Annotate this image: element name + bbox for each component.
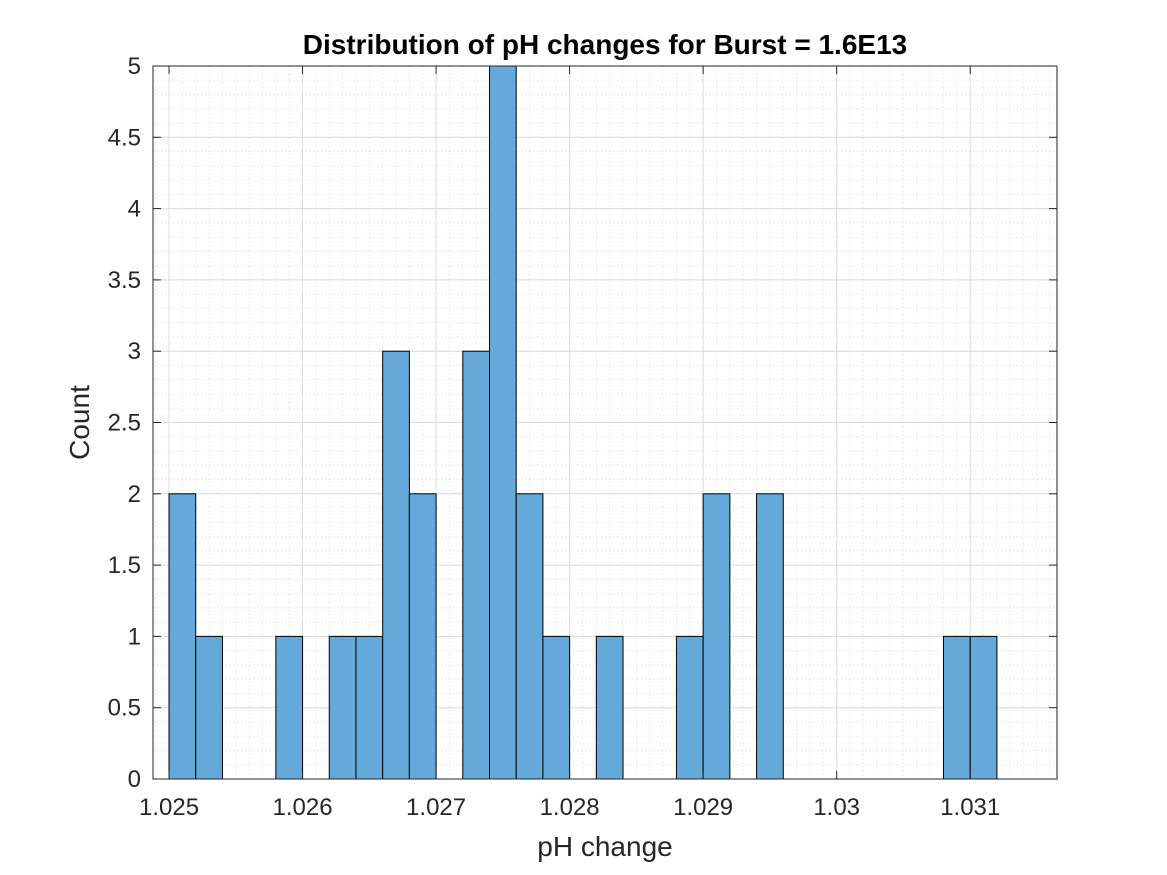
y-tick-label: 3 [128,338,141,365]
histogram-bar [328,635,357,780]
histogram-bar [595,635,624,780]
histogram-bar [168,493,197,780]
x-axis-label: pH change [537,831,672,862]
y-tick-label: 3.5 [108,267,141,294]
x-tick-label: 1.027 [406,794,466,821]
histogram-bar [943,635,971,780]
x-tick-label: 1.031 [940,794,1000,821]
x-tick-label: 1.025 [139,794,199,821]
tick-marks [153,65,1057,780]
histogram-bar [515,493,544,780]
histogram-bar [408,493,437,780]
x-tick-label: 1.026 [273,794,333,821]
y-tick-label: 2.5 [108,410,141,437]
bars-group [168,65,998,780]
histogram-bar [462,350,491,780]
y-tick-label: 0 [128,766,141,793]
y-axis-label: Count [64,385,95,460]
y-tick-label: 1 [128,623,141,650]
histogram-bar [702,493,731,780]
x-tick-label: 1.03 [813,794,860,821]
y-tick-label: 2 [128,481,141,508]
histogram-bar [382,350,410,780]
histogram-bar [756,493,784,780]
histogram-bar [195,635,223,780]
histogram-bar [355,635,384,780]
x-tick-label: 1.028 [540,794,600,821]
histogram-bar [275,635,304,780]
y-tick-label: 0.5 [108,695,141,722]
chart-title: Distribution of pH changes for Burst = 1… [303,29,907,60]
x-tick-label: 1.029 [673,794,733,821]
y-tick-label: 4 [128,196,141,223]
y-tick-label: 1.5 [108,552,141,579]
y-tick-label: 5 [128,53,141,80]
histogram-bar [489,65,517,780]
histogram-bar [675,635,704,780]
y-tick-label: 4.5 [108,124,141,151]
histogram-bar [542,635,571,780]
histogram-bar [969,635,998,780]
